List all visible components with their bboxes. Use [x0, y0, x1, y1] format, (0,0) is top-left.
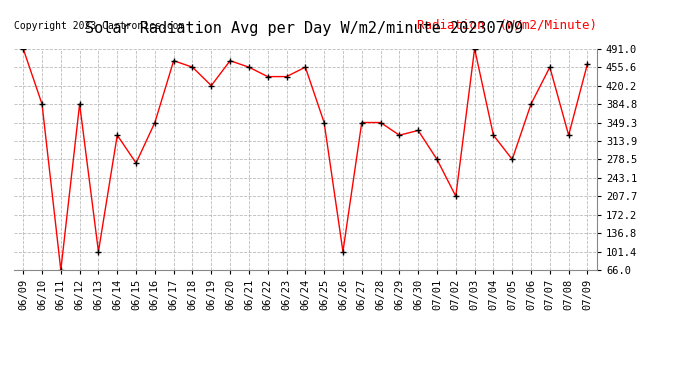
Text: Copyright 2023 Cartronics.com: Copyright 2023 Cartronics.com: [14, 21, 184, 31]
Text: Radiation  (W/m2/Minute): Radiation (W/m2/Minute): [417, 18, 597, 31]
Text: Solar Radiation Avg per Day W/m2/minute 20230709: Solar Radiation Avg per Day W/m2/minute …: [85, 21, 522, 36]
